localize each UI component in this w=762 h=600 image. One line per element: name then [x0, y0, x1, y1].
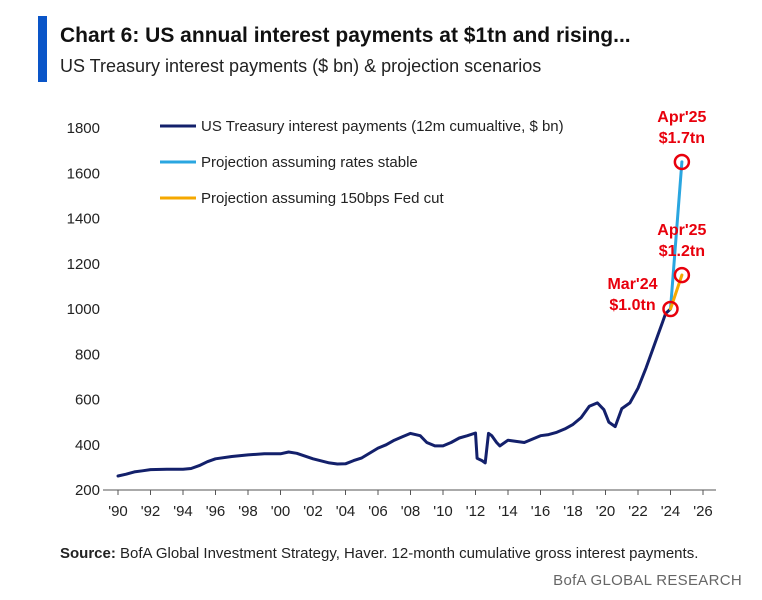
x-tick-label: '92 [141, 503, 161, 520]
x-tick-label: '24 [661, 503, 681, 520]
y-tick-label: 200 [75, 482, 100, 499]
y-tick-label: 600 [75, 392, 100, 409]
x-tick-label: '90 [108, 503, 128, 520]
annotation-value-1: $1.7tn [659, 130, 705, 147]
source-label: Source: [60, 545, 116, 562]
y-tick-label: 1400 [67, 211, 100, 228]
chart-subtitle: US Treasury interest payments ($ bn) & p… [60, 56, 542, 76]
y-tick-label: 1600 [67, 165, 100, 182]
x-tick-label: '08 [401, 503, 421, 520]
annotation-marker-2 [673, 266, 691, 284]
chart-title: Chart 6: US annual interest payments at … [60, 24, 631, 47]
y-tick-label: 1800 [67, 120, 100, 137]
y-tick-label: 1000 [67, 301, 100, 318]
x-tick-label: '96 [206, 503, 226, 520]
legend-label-3: Projection assuming 150bps Fed cut [201, 190, 444, 207]
x-tick-label: '06 [368, 503, 388, 520]
x-tick-label: '14 [498, 503, 518, 520]
y-tick-label: 400 [75, 437, 100, 454]
x-tick-label: '10 [433, 503, 453, 520]
x-tick-label: '04 [336, 503, 356, 520]
y-tick-label: 1200 [67, 256, 100, 273]
x-tick-label: '12 [466, 503, 486, 520]
x-tick-label: '98 [238, 503, 258, 520]
annotation-value-2: $1.2tn [659, 243, 705, 260]
x-tick-label: '22 [628, 503, 648, 520]
x-tick-label: '26 [693, 503, 713, 520]
series-line-2 [669, 160, 684, 311]
y-tick-label: 800 [75, 346, 100, 363]
source-note: Source: BofA Global Investment Strategy,… [60, 545, 698, 562]
annotation-date-1: Apr'25 [657, 109, 706, 126]
x-tick-label: '94 [173, 503, 193, 520]
legend-label-1: US Treasury interest payments (12m cumua… [201, 118, 564, 135]
x-tick-label: '16 [531, 503, 551, 520]
x-tick-label: '20 [596, 503, 616, 520]
annotation-marker-1 [673, 153, 691, 171]
series-line-1 [116, 307, 672, 478]
annotation-marker-3 [662, 300, 679, 318]
annotation-date-3: Mar'24 [607, 276, 657, 293]
source-text: BofA Global Investment Strategy, Haver. … [120, 545, 699, 562]
legend-label-2: Projection assuming rates stable [201, 154, 418, 171]
brand-label: BofA GLOBAL RESEARCH [553, 572, 742, 589]
x-tick-label: '18 [563, 503, 583, 520]
annotation-date-2: Apr'25 [657, 222, 706, 239]
x-tick-label: '00 [271, 503, 291, 520]
title-accent-bar [38, 16, 47, 82]
annotation-value-3: $1.0tn [609, 297, 655, 314]
x-tick-label: '02 [303, 503, 323, 520]
